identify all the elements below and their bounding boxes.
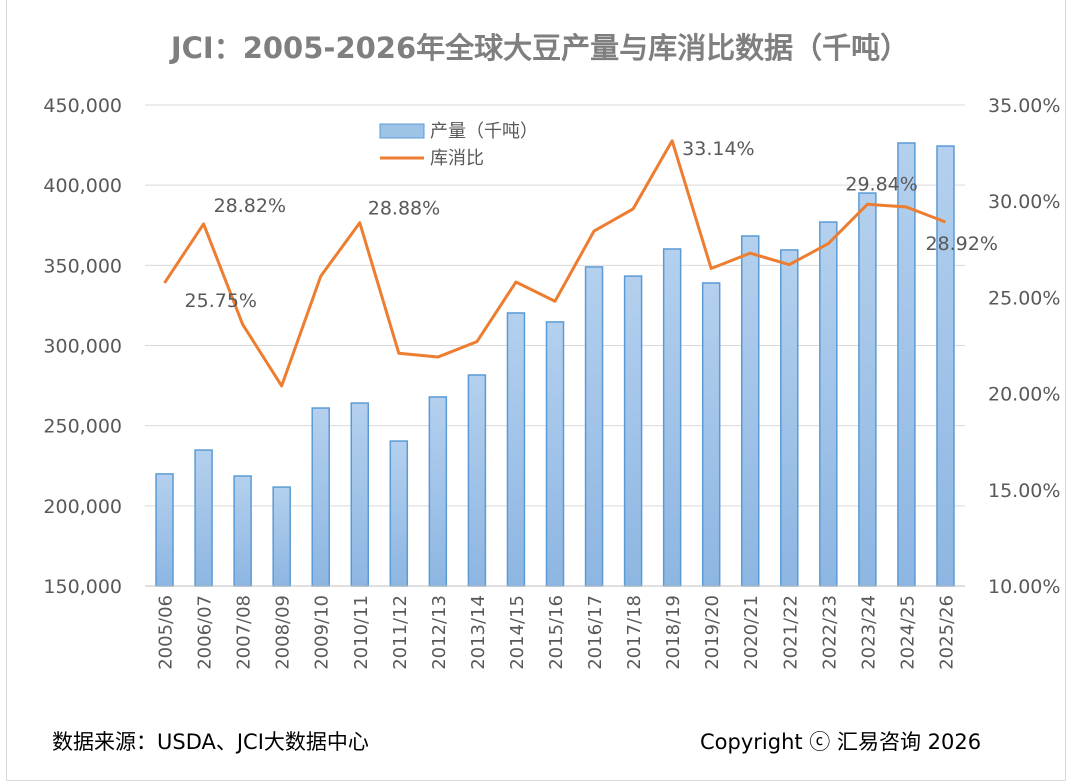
right-tick-label: 15.00% — [988, 480, 1060, 502]
bar-production — [701, 282, 721, 587]
legend-swatch-production — [379, 123, 425, 139]
left-tick-label: 450,000 — [43, 95, 122, 117]
left-tick-label: 300,000 — [43, 336, 122, 358]
x-tick-label: 2021/22 — [780, 595, 801, 670]
bar-production — [350, 402, 370, 587]
data-label: 25.75% — [185, 290, 257, 312]
x-tick-label: 2007/08 — [234, 595, 255, 670]
bar-production — [233, 475, 252, 587]
right-tick-label: 20.00% — [988, 384, 1060, 406]
x-tick-label: 2013/14 — [468, 595, 489, 670]
x-tick-label: 2011/12 — [390, 595, 411, 670]
x-tick-label: 2015/16 — [546, 595, 567, 670]
right-tick-label: 30.00% — [988, 191, 1060, 213]
bar-production — [467, 374, 487, 587]
bar-production — [623, 275, 643, 587]
x-tick-label: 2018/19 — [663, 595, 684, 670]
left-tick-label: 350,000 — [43, 255, 122, 277]
data-label: 28.88% — [368, 198, 440, 220]
source-note: 数据来源：USDA、JCI大数据中心 — [52, 730, 369, 754]
copyright-note: Copyright ⓒ 汇易咨询 2026 — [700, 730, 982, 754]
x-tick-label: 2024/25 — [897, 595, 918, 670]
x-tick-label: 2017/18 — [624, 595, 645, 670]
bar-production — [272, 486, 291, 587]
right-tick-label: 25.00% — [988, 287, 1060, 309]
x-tick-label: 2009/10 — [312, 595, 333, 670]
x-tick-label: 2020/21 — [741, 595, 762, 670]
chart-frame — [6, 0, 1066, 781]
bar-production — [428, 396, 448, 587]
bar-production — [545, 321, 565, 587]
x-tick-label: 2005/06 — [156, 595, 177, 670]
bar-production — [584, 266, 604, 587]
right-tick-label: 10.00% — [988, 576, 1060, 598]
chart-title: JCI：2005-2026年全球大豆产量与库消比数据（千吨） — [169, 31, 909, 65]
data-label: 28.82% — [214, 195, 286, 217]
bar-production — [194, 449, 213, 587]
x-tick-label: 2014/15 — [507, 595, 528, 670]
legend-label-ratio: 库消比 — [430, 148, 484, 169]
x-tick-label: 2006/07 — [195, 595, 216, 670]
bar-production — [506, 312, 526, 587]
x-tick-label: 2016/17 — [585, 595, 606, 670]
x-tick-label: 2023/24 — [858, 595, 879, 670]
x-tick-label: 2008/09 — [273, 595, 294, 670]
bar-production — [858, 192, 877, 587]
bar-production — [740, 235, 760, 587]
data-label: 29.84% — [845, 173, 917, 195]
line-stock-ratio — [163, 139, 947, 388]
bar-production — [311, 407, 330, 587]
data-label: 33.14% — [682, 138, 754, 160]
bar-production — [936, 145, 955, 587]
left-tick-label: 400,000 — [43, 175, 122, 197]
legend-label-production: 产量（千吨） — [430, 121, 538, 142]
right-tick-label: 35.00% — [988, 95, 1060, 117]
bar-production — [819, 221, 838, 587]
bar-production — [780, 249, 799, 587]
left-tick-label: 250,000 — [43, 416, 122, 438]
bar-production — [389, 440, 409, 587]
left-tick-label: 150,000 — [43, 576, 122, 598]
left-tick-label: 200,000 — [43, 496, 122, 518]
data-label: 28.92% — [925, 233, 997, 255]
bar-production — [155, 473, 174, 587]
x-tick-label: 2019/20 — [702, 595, 723, 670]
x-tick-label: 2025/26 — [936, 595, 957, 670]
x-tick-label: 2022/23 — [819, 595, 840, 670]
bar-production — [662, 248, 682, 587]
x-tick-label: 2012/13 — [429, 595, 450, 670]
x-tick-label: 2010/11 — [351, 595, 372, 670]
legend: 产量（千吨） 库消比 — [379, 121, 538, 169]
